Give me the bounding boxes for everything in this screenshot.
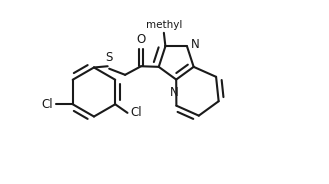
Text: S: S — [106, 51, 113, 64]
Text: N: N — [191, 38, 200, 51]
Text: Cl: Cl — [41, 98, 53, 111]
Text: N: N — [170, 86, 179, 99]
Text: Cl: Cl — [130, 106, 141, 119]
Text: O: O — [137, 33, 146, 45]
Text: methyl: methyl — [146, 20, 182, 30]
